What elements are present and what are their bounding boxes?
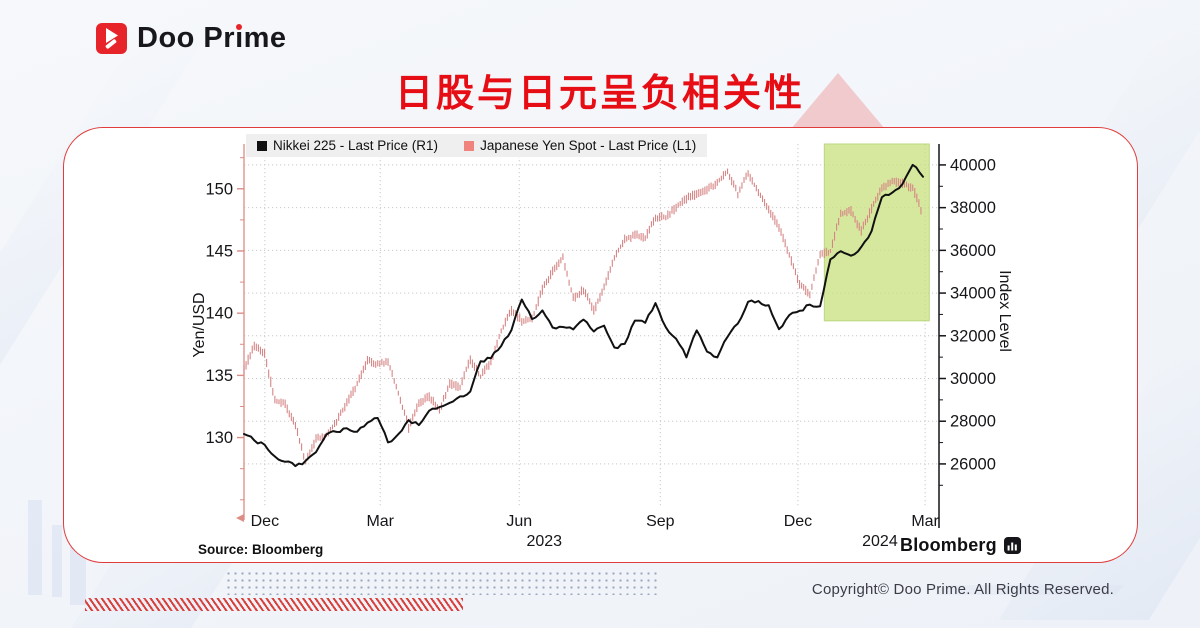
bloomberg-logo: Bloomberg [900,535,1021,556]
brand-name: Doo Pr ı me [137,22,287,55]
logo-i-dot [236,24,243,30]
svg-text:Mar: Mar [911,513,939,530]
svg-text:135: 135 [205,367,233,385]
doo-prime-logo: Doo Pr ı me [96,22,287,55]
svg-text:Index Level: Index Level [996,270,1013,352]
svg-text:32000: 32000 [950,327,996,345]
chart-card: Nikkei 225 - Last Price (R1) Japanese Yen… [63,127,1138,563]
brand-text-pre: Doo Pr [137,22,236,54]
svg-text:145: 145 [205,242,233,260]
svg-text:Sep: Sep [646,513,675,530]
chart-legend: Nikkei 225 - Last Price (R1) Japanese Yen… [246,134,708,157]
legend-label: Japanese Yen Spot - Last Price (L1) [480,138,697,153]
svg-text:Dec: Dec [784,513,812,530]
svg-text:130: 130 [205,429,233,447]
svg-text:2023: 2023 [526,533,562,550]
legend-label: Nikkei 225 - Last Price (R1) [273,138,439,153]
svg-text:34000: 34000 [950,285,996,303]
source-label: Source: Bloomberg [198,542,324,557]
decor-dot-grid [225,570,658,595]
legend-swatch [464,140,475,151]
svg-text:28000: 28000 [950,413,996,431]
svg-text:36000: 36000 [950,242,996,260]
svg-text:26000: 26000 [950,455,996,473]
brand-text-post: me [243,22,287,54]
svg-text:Mar: Mar [366,513,394,530]
bloomberg-wordmark: Bloomberg [900,535,997,555]
decor-hatch-bar [85,598,463,611]
background-decoration [28,500,42,595]
chart-plot: 130 135 140 145 150 Yen/USD 26000 28000 30000 320… [191,143,1013,550]
svg-text:38000: 38000 [950,199,996,217]
legend-item-0: Nikkei 225 - Last Price (R1) [257,138,438,153]
page-title: 日股与日元呈负相关性 [394,73,805,115]
legend-item-1: Japanese Yen Spot - Last Price (L1) [464,138,696,153]
svg-text:Dec: Dec [251,513,279,530]
brand-text-i: ı [235,22,244,54]
svg-text:40000: 40000 [950,156,996,174]
svg-text:140: 140 [205,305,233,323]
svg-text:2024: 2024 [862,533,898,550]
svg-text:30000: 30000 [950,370,996,388]
copyright-text: Copyright© Doo Prime. All Rights Reserve… [811,581,1114,598]
svg-text:Yen/USD: Yen/USD [191,292,208,357]
background-decoration [52,525,62,597]
svg-text:150: 150 [205,180,233,198]
doo-prime-logo-icon [96,23,127,54]
svg-text:Jun: Jun [506,513,532,530]
legend-swatch [257,140,267,151]
bloomberg-terminal-icon [1003,537,1021,554]
